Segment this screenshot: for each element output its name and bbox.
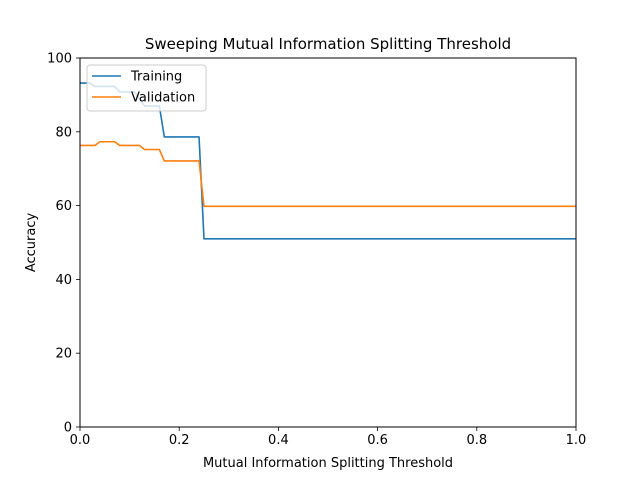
legend: Training Validation [86, 64, 207, 112]
legend-label-training: Training [130, 70, 182, 85]
y-tick-label: 80 [55, 125, 72, 140]
x-tick-label: 0.0 [70, 433, 91, 448]
x-tick-label: 1.0 [566, 433, 587, 448]
plot-frame [79, 57, 577, 428]
y-tick-label: 40 [55, 273, 72, 288]
ticks-layer: 0.0 0.2 0.4 0.6 0.8 1.0 0 20 40 60 80 100 [47, 52, 586, 449]
y-tick-label: 60 [55, 199, 72, 214]
x-tick-label: 0.2 [169, 433, 190, 448]
chart-title: Sweeping Mutual Information Splitting Th… [145, 35, 511, 53]
x-tick-label: 0.6 [367, 433, 388, 448]
x-tick-label: 0.4 [268, 433, 289, 448]
x-axis-label: Mutual Information Splitting Threshold [203, 456, 453, 471]
y-tick-label: 100 [47, 52, 72, 67]
y-axis-label: Accuracy [24, 213, 39, 273]
legend-label-validation: Validation [131, 91, 195, 106]
y-tick-label: 0 [64, 421, 72, 436]
series-line-validation [80, 140, 576, 208]
x-tick-label: 0.8 [466, 433, 487, 448]
y-tick-label: 20 [55, 347, 72, 362]
